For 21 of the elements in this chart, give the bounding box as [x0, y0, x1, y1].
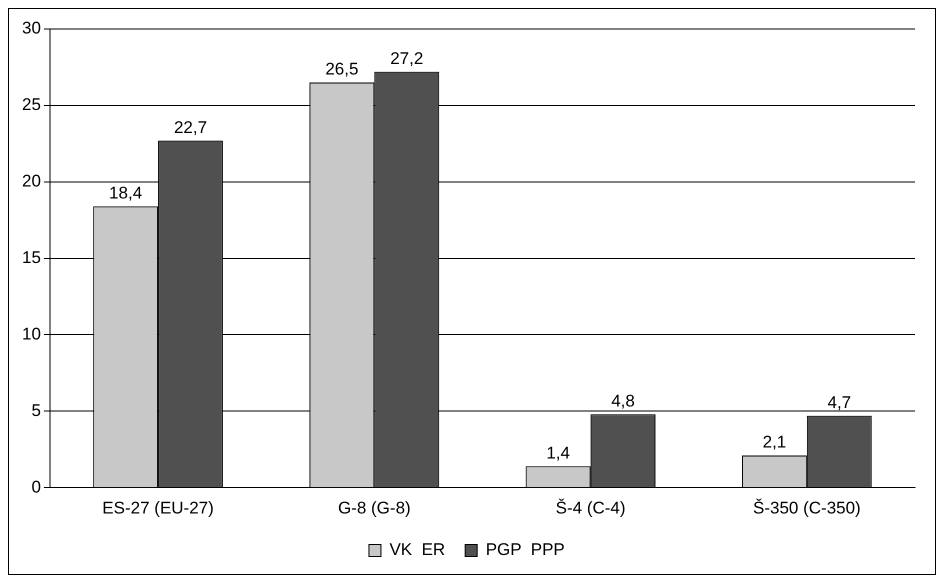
y-tick-label: 10: [22, 324, 41, 344]
x-tick-label: ES-27 (EU-27): [102, 498, 214, 518]
data-label: 4,7: [827, 392, 852, 412]
data-label: 27,2: [390, 48, 424, 68]
data-label: 1,4: [546, 443, 570, 462]
y-tick-label: 20: [22, 172, 41, 191]
x-tick-label: G-8 (G-8): [338, 498, 411, 518]
y-tick-label: 15: [22, 248, 41, 267]
data-label: 18,4: [109, 184, 142, 203]
data-label: 22,7: [174, 118, 208, 137]
y-tick-label: 5: [31, 400, 41, 420]
data-label: 26,5: [325, 60, 358, 79]
legend-label: PGP PPP: [486, 540, 565, 560]
y-tick-label: 25: [22, 95, 41, 114]
data-label: 2,1: [762, 432, 786, 452]
legend-label: VK ER: [389, 540, 446, 560]
x-tick-label: Š-4 (C-4): [556, 498, 626, 518]
y-tick-label: 30: [22, 18, 41, 38]
data-label: 4,8: [611, 391, 635, 410]
y-tick-label: 0: [31, 477, 41, 496]
x-tick-label: Š-350 (C-350): [753, 498, 861, 518]
